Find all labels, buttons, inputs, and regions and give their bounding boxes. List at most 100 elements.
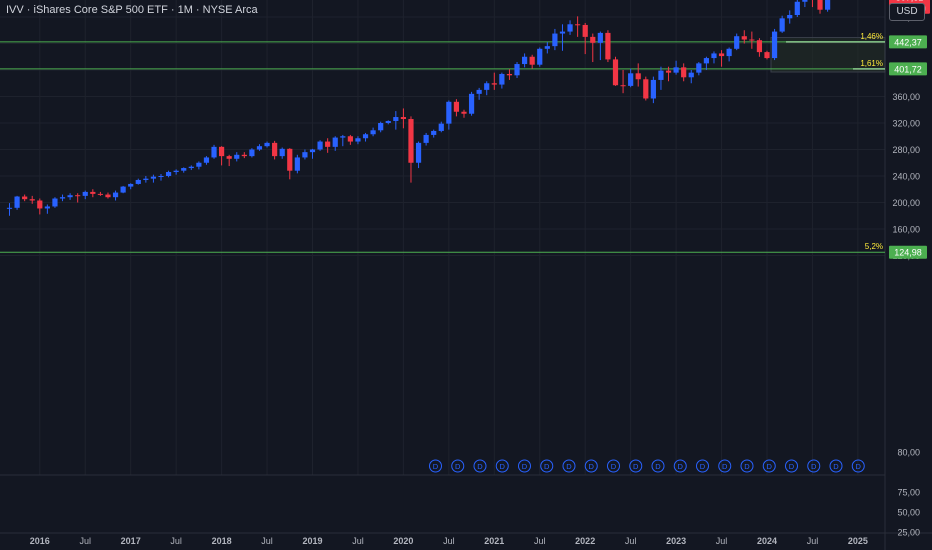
dividend-marker-label: D — [811, 462, 817, 471]
candle-body — [287, 148, 293, 171]
dividend-marker-label: D — [856, 462, 862, 471]
candle-body — [302, 152, 308, 158]
candle-body — [605, 32, 611, 60]
time-tick-label: Jul — [79, 536, 91, 546]
time-tick-label: Jul — [261, 536, 273, 546]
level-price-label: 442,37 — [894, 37, 922, 47]
candle-body — [628, 73, 634, 86]
candle-body — [499, 73, 505, 85]
dividend-marker-label: D — [455, 462, 461, 471]
current-price-label: 507,61 — [896, 0, 924, 3]
price-tick-label: 200,00 — [892, 198, 920, 208]
candle-body — [249, 149, 255, 157]
time-tick-label: Jul — [352, 536, 364, 546]
candle-body — [431, 130, 437, 135]
candle-body — [150, 176, 157, 179]
candle-body — [370, 130, 376, 135]
candle-body — [643, 79, 649, 99]
dividend-marker — [762, 459, 776, 473]
candle-body — [14, 196, 20, 208]
dividend-marker — [607, 459, 620, 473]
candle-body — [385, 121, 391, 123]
candle-body — [90, 191, 96, 194]
dividend-marker — [429, 459, 442, 473]
dividend-marker — [807, 459, 821, 473]
candle-body — [514, 64, 520, 76]
candle-body — [696, 63, 702, 73]
candle-body — [219, 146, 225, 157]
candle-body — [817, 0, 823, 10]
candle-body — [165, 172, 172, 176]
dividend-marker — [829, 459, 843, 473]
candle-body — [226, 156, 232, 159]
candle-body — [461, 111, 467, 114]
candle-body — [711, 53, 717, 59]
time-tick-label: 2018 — [212, 536, 232, 546]
time-tick-label: Jul — [716, 536, 728, 546]
candle-body — [779, 18, 785, 32]
candle-body — [37, 200, 43, 209]
candle-body — [340, 136, 346, 138]
candle-body — [120, 186, 126, 193]
candle-body — [393, 117, 399, 122]
dividend-marker-label: D — [566, 462, 572, 471]
candle-body — [279, 148, 285, 157]
candle-body — [128, 183, 134, 187]
dividend-marker — [495, 459, 509, 473]
candle-body — [378, 123, 384, 131]
candle-body — [537, 48, 543, 65]
price-tick-label: 160,00 — [892, 225, 920, 235]
candle-body — [135, 179, 141, 184]
time-axis: 2016 Jul 2017 Jul 2018 Jul 2019 Jul 2020 Jul 2021 J… — [30, 536, 868, 546]
dividend-marker — [518, 459, 531, 473]
candle-body — [22, 196, 28, 200]
currency-button[interactable]: USD — [889, 3, 925, 21]
price-tick-label: 240,00 — [892, 172, 920, 182]
dividend-marker — [785, 459, 798, 473]
candle-body — [415, 142, 422, 163]
dividend-marker — [562, 459, 576, 473]
candle-body — [105, 194, 111, 198]
candle-body — [59, 197, 66, 199]
chart-title: IVV · iShares Core S&P 500 ETF · 1M · NY… — [6, 4, 258, 16]
price-tick-label: 320,00 — [892, 119, 920, 129]
dividend-marker-label: D — [611, 462, 617, 471]
time-tick-label: 2022 — [575, 536, 595, 546]
candle-body — [112, 192, 119, 198]
dividend-marker-label: D — [544, 462, 550, 471]
candle-body — [612, 59, 619, 86]
level-percent: 5,2% — [865, 242, 883, 251]
dividend-marker-label: D — [522, 462, 528, 471]
candle-body — [423, 134, 429, 143]
candle-body — [741, 36, 747, 40]
price-tick-label: 360,00 — [892, 92, 920, 102]
price-axis: 480,00440,00400,00360,00320,00280,00240,… — [892, 13, 920, 538]
candle-body — [673, 67, 679, 73]
price-tick-label: 25,00 — [897, 528, 920, 538]
dividend-marker-label: D — [744, 462, 750, 471]
level-price-badge — [889, 35, 927, 49]
level-price-badge — [889, 62, 927, 76]
level-price-label: 124,98 — [894, 248, 922, 258]
dividend-marker — [540, 459, 554, 473]
candle-body — [688, 72, 694, 78]
price-level-lines: 1,46% 1,61% 5,2% — [0, 32, 885, 253]
candle-body — [317, 141, 323, 150]
candle-body — [241, 154, 247, 157]
dividend-marker-label: D — [700, 462, 706, 471]
dividend-marker — [629, 459, 643, 473]
candle-body — [559, 31, 566, 34]
dividend-marker-label: D — [767, 462, 773, 471]
time-tick-label: 2021 — [484, 536, 504, 546]
candle-body — [158, 176, 164, 177]
candle-body — [771, 31, 778, 59]
candle-body — [787, 15, 793, 19]
candle-body — [438, 123, 444, 131]
candle-body — [749, 39, 755, 41]
candle-body — [203, 157, 210, 163]
candle-body — [529, 56, 535, 65]
candle-body — [718, 53, 725, 57]
candle-body — [196, 162, 202, 167]
